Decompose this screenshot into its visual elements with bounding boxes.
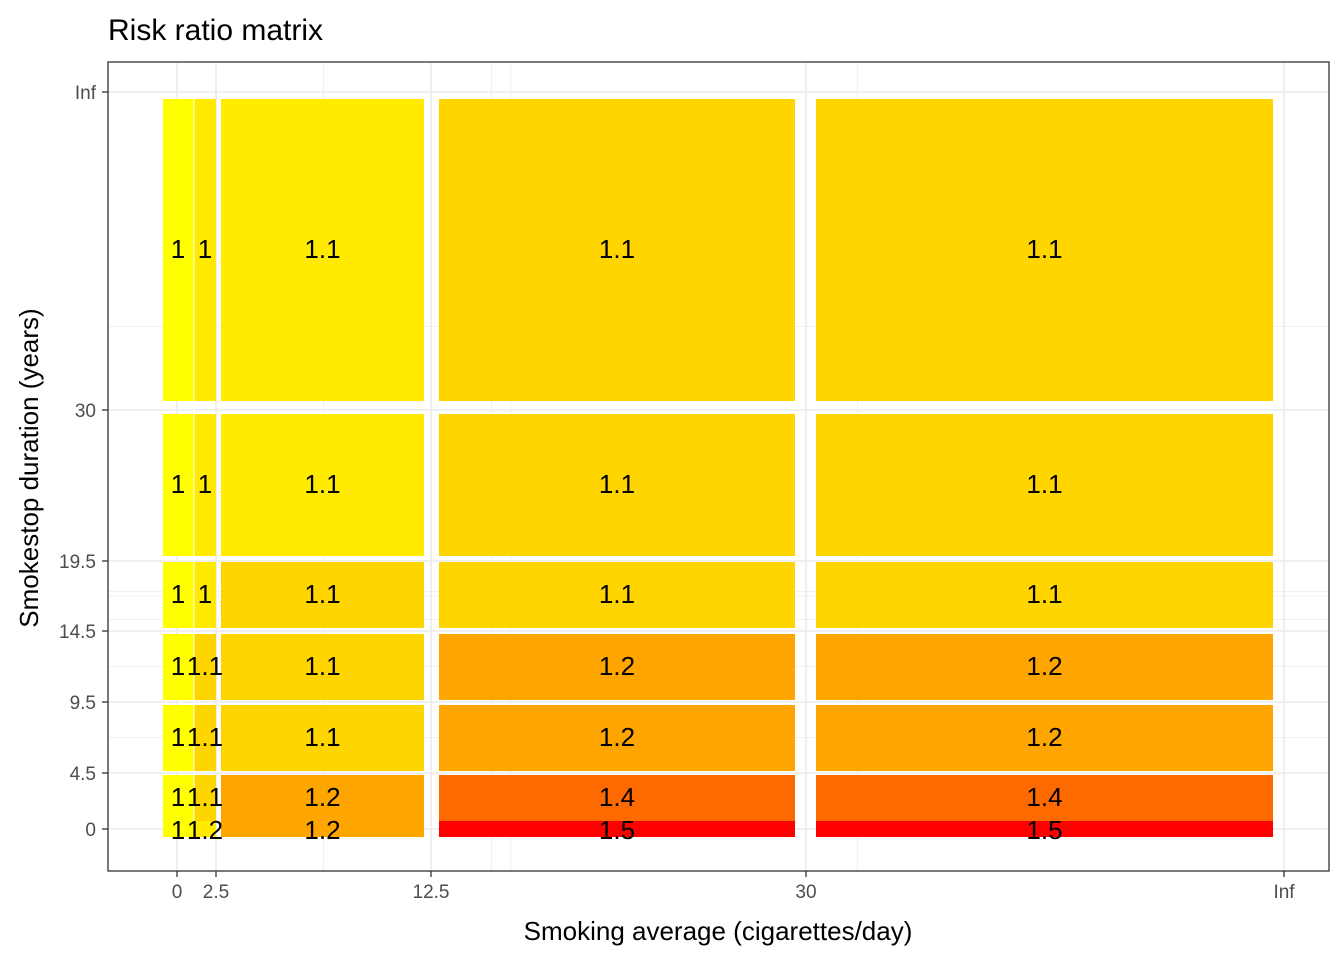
cell-value-label: 1 xyxy=(171,782,185,812)
plot-border xyxy=(107,61,1330,872)
heatmap-cell xyxy=(163,99,194,401)
x-tick-label: 12.5 xyxy=(413,882,450,903)
y-tick-label: 14.5 xyxy=(59,622,96,643)
x-tick-label: Inf xyxy=(1273,882,1295,903)
heatmap-cell xyxy=(816,634,1273,700)
cell-value-label: 1.2 xyxy=(1026,722,1062,752)
cell-value-label: 1.2 xyxy=(187,815,223,845)
heatmap-cell xyxy=(194,99,216,401)
cell-value-label: 1.1 xyxy=(599,234,635,264)
cell-value-label: 1 xyxy=(171,579,185,609)
heatmap-cell xyxy=(816,775,1273,821)
cell-value-label: 1.5 xyxy=(1026,815,1062,845)
heatmap-cell xyxy=(439,562,795,628)
heatmap-cell xyxy=(194,634,216,700)
cell-value-label: 1.1 xyxy=(304,579,340,609)
heatmap-cell xyxy=(439,634,795,700)
heatmap-cell xyxy=(163,634,194,700)
cell-value-label: 1.1 xyxy=(304,469,340,499)
heatmap-cell xyxy=(194,821,216,837)
heatmap-cell xyxy=(194,705,216,771)
heatmap-cell xyxy=(221,634,424,700)
y-tick-label: 0 xyxy=(85,820,96,841)
cell-value-label: 1 xyxy=(171,651,185,681)
cell-value-label: 1.4 xyxy=(599,782,635,812)
cell-value-label: 1.1 xyxy=(187,782,223,812)
cell-value-label: 1 xyxy=(171,234,185,264)
cell-value-label: 1.2 xyxy=(1026,651,1062,681)
heatmap-cell xyxy=(816,414,1273,556)
cell-value-label: 1.1 xyxy=(304,722,340,752)
cell-value-label: 1.1 xyxy=(1026,234,1062,264)
x-axis-title: Smoking average (cigarettes/day) xyxy=(524,916,913,946)
y-axis-title: Smokestop duration (years) xyxy=(14,308,44,627)
heatmap-cell xyxy=(816,821,1273,837)
heatmap-cell xyxy=(439,821,795,837)
x-axis: 0 2.5 12.5 30 Inf xyxy=(172,871,1295,903)
heatmap-cell xyxy=(163,821,194,837)
heatmap-cell xyxy=(221,775,424,821)
cell-value-label: 1.2 xyxy=(599,651,635,681)
cell-value-label: 1.2 xyxy=(304,815,340,845)
cell-value-label: 1.2 xyxy=(599,722,635,752)
heatmap-cell xyxy=(163,775,194,821)
y-tick-label: 4.5 xyxy=(70,764,96,785)
heatmap-cell xyxy=(221,705,424,771)
y-tick-label: Inf xyxy=(75,83,97,104)
heatmap-cell xyxy=(439,775,795,821)
y-tick-label: 30 xyxy=(75,401,96,422)
cell-value-label: 1.1 xyxy=(1026,579,1062,609)
y-tick-label: 9.5 xyxy=(70,693,96,714)
heatmap-cell xyxy=(221,821,424,837)
heatmap-cell xyxy=(816,562,1273,628)
heatmap-cell xyxy=(194,414,216,556)
cell-value-label: 1 xyxy=(171,722,185,752)
heatmap-cells xyxy=(163,99,1273,837)
heatmap-cell xyxy=(439,99,795,401)
heatmap-cell xyxy=(194,562,216,628)
cell-value-label: 1.1 xyxy=(304,234,340,264)
heatmap-cell xyxy=(221,414,424,556)
cell-value-label: 1.4 xyxy=(1026,782,1062,812)
heatmap-cell xyxy=(221,99,424,401)
x-tick-label: 30 xyxy=(795,882,816,903)
cell-value-label: 1.1 xyxy=(599,579,635,609)
heatmap-cell xyxy=(439,414,795,556)
cell-value-label: 1 xyxy=(198,234,212,264)
cell-value-label: 1 xyxy=(198,469,212,499)
heatmap-cell xyxy=(439,705,795,771)
cell-value-label: 1.1 xyxy=(187,722,223,752)
x-tick-label: 0 xyxy=(172,882,183,903)
cell-value-label: 1.1 xyxy=(599,469,635,499)
heatmap-cell xyxy=(221,562,424,628)
heatmap-cell xyxy=(163,414,194,556)
cell-value-label: 1.2 xyxy=(304,782,340,812)
cell-value-label: 1.1 xyxy=(304,651,340,681)
cell-value-label: 1 xyxy=(171,815,185,845)
x-tick-label: 2.5 xyxy=(203,882,229,903)
heatmap-cell xyxy=(816,99,1273,401)
cell-value-label: 1.5 xyxy=(599,815,635,845)
heatmap-cell xyxy=(194,775,216,821)
y-axis: 0 4.5 9.5 14.5 19.5 30 Inf xyxy=(59,83,108,841)
cell-value-label: 1.1 xyxy=(1026,469,1062,499)
chart-title: Risk ratio matrix xyxy=(108,14,323,47)
cell-value-label: 1 xyxy=(171,469,185,499)
heatmap-cell xyxy=(163,705,194,771)
cell-value-label: 1 xyxy=(198,579,212,609)
heatmap-cell xyxy=(816,705,1273,771)
heatmap-cell xyxy=(163,562,194,628)
y-tick-label: 19.5 xyxy=(59,552,96,573)
cell-value-label: 1.1 xyxy=(187,651,223,681)
cell-labels: 1 1.2 1.2 1.5 1.51 1.1 1.2 1.4 1.41 1.1 1.1 1.2 1.21… xyxy=(171,234,1063,845)
